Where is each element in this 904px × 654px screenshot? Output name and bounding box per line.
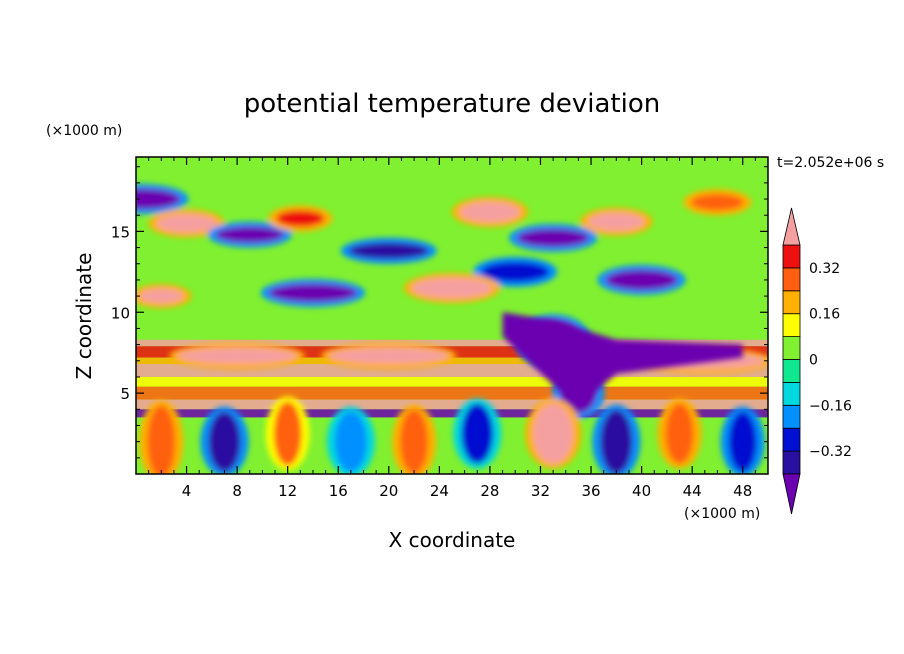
y-tick-label: 10 bbox=[111, 304, 130, 322]
field-feature bbox=[691, 194, 744, 211]
x-tick-label: 8 bbox=[232, 482, 242, 500]
colorbar-segment bbox=[782, 359, 801, 383]
colorbar-segment bbox=[782, 404, 801, 429]
y-axis-ticks: 5 10 15 bbox=[111, 166, 768, 459]
x-tick-label: 24 bbox=[430, 482, 449, 500]
colorbar-tick-label: −0.32 bbox=[809, 444, 852, 460]
x-tick-label: 32 bbox=[531, 482, 550, 500]
x-unit-label: (×1000 m) bbox=[684, 506, 760, 522]
colorbar: 0.32 0.16 0 −0.16 −0.32 bbox=[782, 207, 852, 515]
field-band bbox=[136, 409, 768, 418]
field-feature bbox=[147, 405, 176, 474]
field-feature bbox=[273, 401, 302, 466]
colorbar-tick-label: 0.16 bbox=[809, 307, 840, 323]
field-feature bbox=[728, 411, 757, 472]
colorbar-extend-top bbox=[782, 207, 801, 246]
x-tick-label: 36 bbox=[581, 482, 600, 500]
colorbar-segment bbox=[782, 381, 801, 406]
x-tick-label: 12 bbox=[278, 482, 297, 500]
field-feature bbox=[588, 212, 645, 231]
field-feature bbox=[215, 226, 284, 243]
colorbar-segment bbox=[782, 427, 801, 452]
x-tick-label: 4 bbox=[182, 482, 192, 500]
field-feature bbox=[605, 269, 678, 290]
plot-area bbox=[136, 157, 768, 474]
field-feature bbox=[517, 228, 590, 247]
field-feature bbox=[268, 283, 357, 302]
field-band bbox=[136, 399, 768, 410]
field-feature bbox=[600, 409, 633, 474]
chart-title: potential temperature deviation bbox=[244, 89, 660, 119]
field-band bbox=[136, 376, 768, 387]
field-feature bbox=[208, 411, 241, 472]
y-tick-label: 5 bbox=[120, 385, 130, 403]
x-tick-label: 28 bbox=[480, 482, 499, 500]
field-feature bbox=[156, 214, 217, 233]
colorbar-tick-label: 0.32 bbox=[809, 261, 840, 277]
y-unit-label: (×1000 m) bbox=[46, 123, 122, 139]
x-tick-label: 40 bbox=[632, 482, 651, 500]
colorbar-segment bbox=[782, 290, 801, 315]
field-feature bbox=[461, 403, 494, 464]
field-feature bbox=[412, 278, 492, 299]
colorbar-segment bbox=[782, 336, 801, 360]
colorbar-tick-label: 0 bbox=[809, 353, 818, 369]
time-label: t=2.052e+06 s bbox=[777, 155, 884, 171]
field-feature bbox=[665, 403, 694, 464]
colorbar-extend-bottom bbox=[782, 473, 801, 515]
colorbar-tick-label: −0.16 bbox=[809, 398, 852, 414]
field-feature bbox=[334, 411, 367, 472]
y-tick-label: 15 bbox=[111, 223, 130, 241]
field-feature bbox=[177, 347, 298, 364]
field-feature bbox=[136, 189, 181, 210]
field-feature bbox=[328, 347, 449, 364]
colorbar-segment bbox=[782, 244, 801, 269]
field-feature bbox=[400, 409, 429, 474]
x-axis-label: X coordinate bbox=[389, 528, 516, 552]
y-axis-label: Z coordinate bbox=[72, 253, 96, 380]
field-feature bbox=[481, 261, 550, 282]
field-band bbox=[136, 357, 768, 365]
x-tick-label: 16 bbox=[329, 482, 348, 500]
field-feature bbox=[276, 210, 325, 227]
field-feature bbox=[139, 289, 184, 304]
x-tick-label: 20 bbox=[379, 482, 398, 500]
colorbar-segment bbox=[782, 450, 801, 475]
field-band bbox=[136, 339, 768, 347]
field-feature bbox=[459, 201, 520, 222]
field-band bbox=[136, 386, 768, 400]
x-tick-label: 48 bbox=[733, 482, 752, 500]
colorbar-segment bbox=[782, 313, 801, 338]
colorbar-segment bbox=[782, 267, 801, 292]
x-axis-ticks: 4 8 12 16 20 24 28 32 36 40 44 48 bbox=[148, 157, 756, 500]
field-feature bbox=[533, 403, 574, 464]
field-feature bbox=[348, 242, 429, 259]
x-tick-label: 44 bbox=[683, 482, 702, 500]
field-plume bbox=[502, 312, 743, 407]
